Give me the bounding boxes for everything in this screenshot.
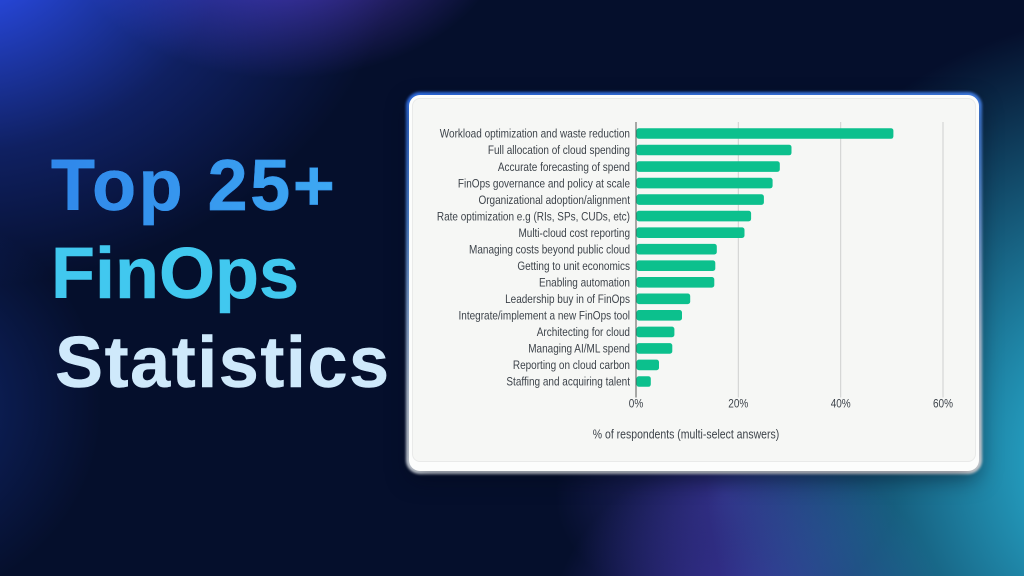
svg-text:Organizational adoption/alignm: Organizational adoption/alignment (478, 194, 630, 207)
svg-text:Full allocation of cloud spend: Full allocation of cloud spending (488, 144, 630, 157)
svg-text:20%: 20% (728, 398, 748, 411)
svg-text:Multi-cloud cost reporting: Multi-cloud cost reporting (518, 227, 630, 240)
svg-text:FinOps governance and policy a: FinOps governance and policy at scale (458, 178, 630, 191)
svg-text:Enabling automation: Enabling automation (539, 277, 630, 290)
svg-text:Staffing and acquiring talent: Staffing and acquiring talent (506, 376, 630, 389)
svg-text:Accurate forecasting of spend: Accurate forecasting of spend (498, 161, 630, 174)
svg-text:Managing AI/ML spend: Managing AI/ML spend (528, 343, 630, 356)
svg-text:Workload optimization and wast: Workload optimization and waste reductio… (440, 128, 630, 141)
svg-text:0%: 0% (629, 398, 644, 411)
svg-text:Managing costs beyond public c: Managing costs beyond public cloud (469, 244, 630, 257)
svg-text:Integrate/implement a new FinO: Integrate/implement a new FinOps tool (459, 310, 630, 323)
svg-text:Rate optimization e.g (RIs, SP: Rate optimization e.g (RIs, SPs, CUDs, e… (437, 211, 630, 224)
svg-text:Leadership buy in of FinOps: Leadership buy in of FinOps (505, 293, 630, 306)
svg-text:60%: 60% (933, 398, 953, 411)
svg-text:% of respondents (multi-select: % of respondents (multi-select answers) (593, 429, 780, 442)
svg-text:40%: 40% (831, 398, 851, 411)
svg-text:Getting to unit economics: Getting to unit economics (517, 260, 630, 273)
svg-text:Reporting on cloud carbon: Reporting on cloud carbon (513, 359, 630, 372)
svg-text:Architecting for cloud: Architecting for cloud (537, 326, 630, 339)
